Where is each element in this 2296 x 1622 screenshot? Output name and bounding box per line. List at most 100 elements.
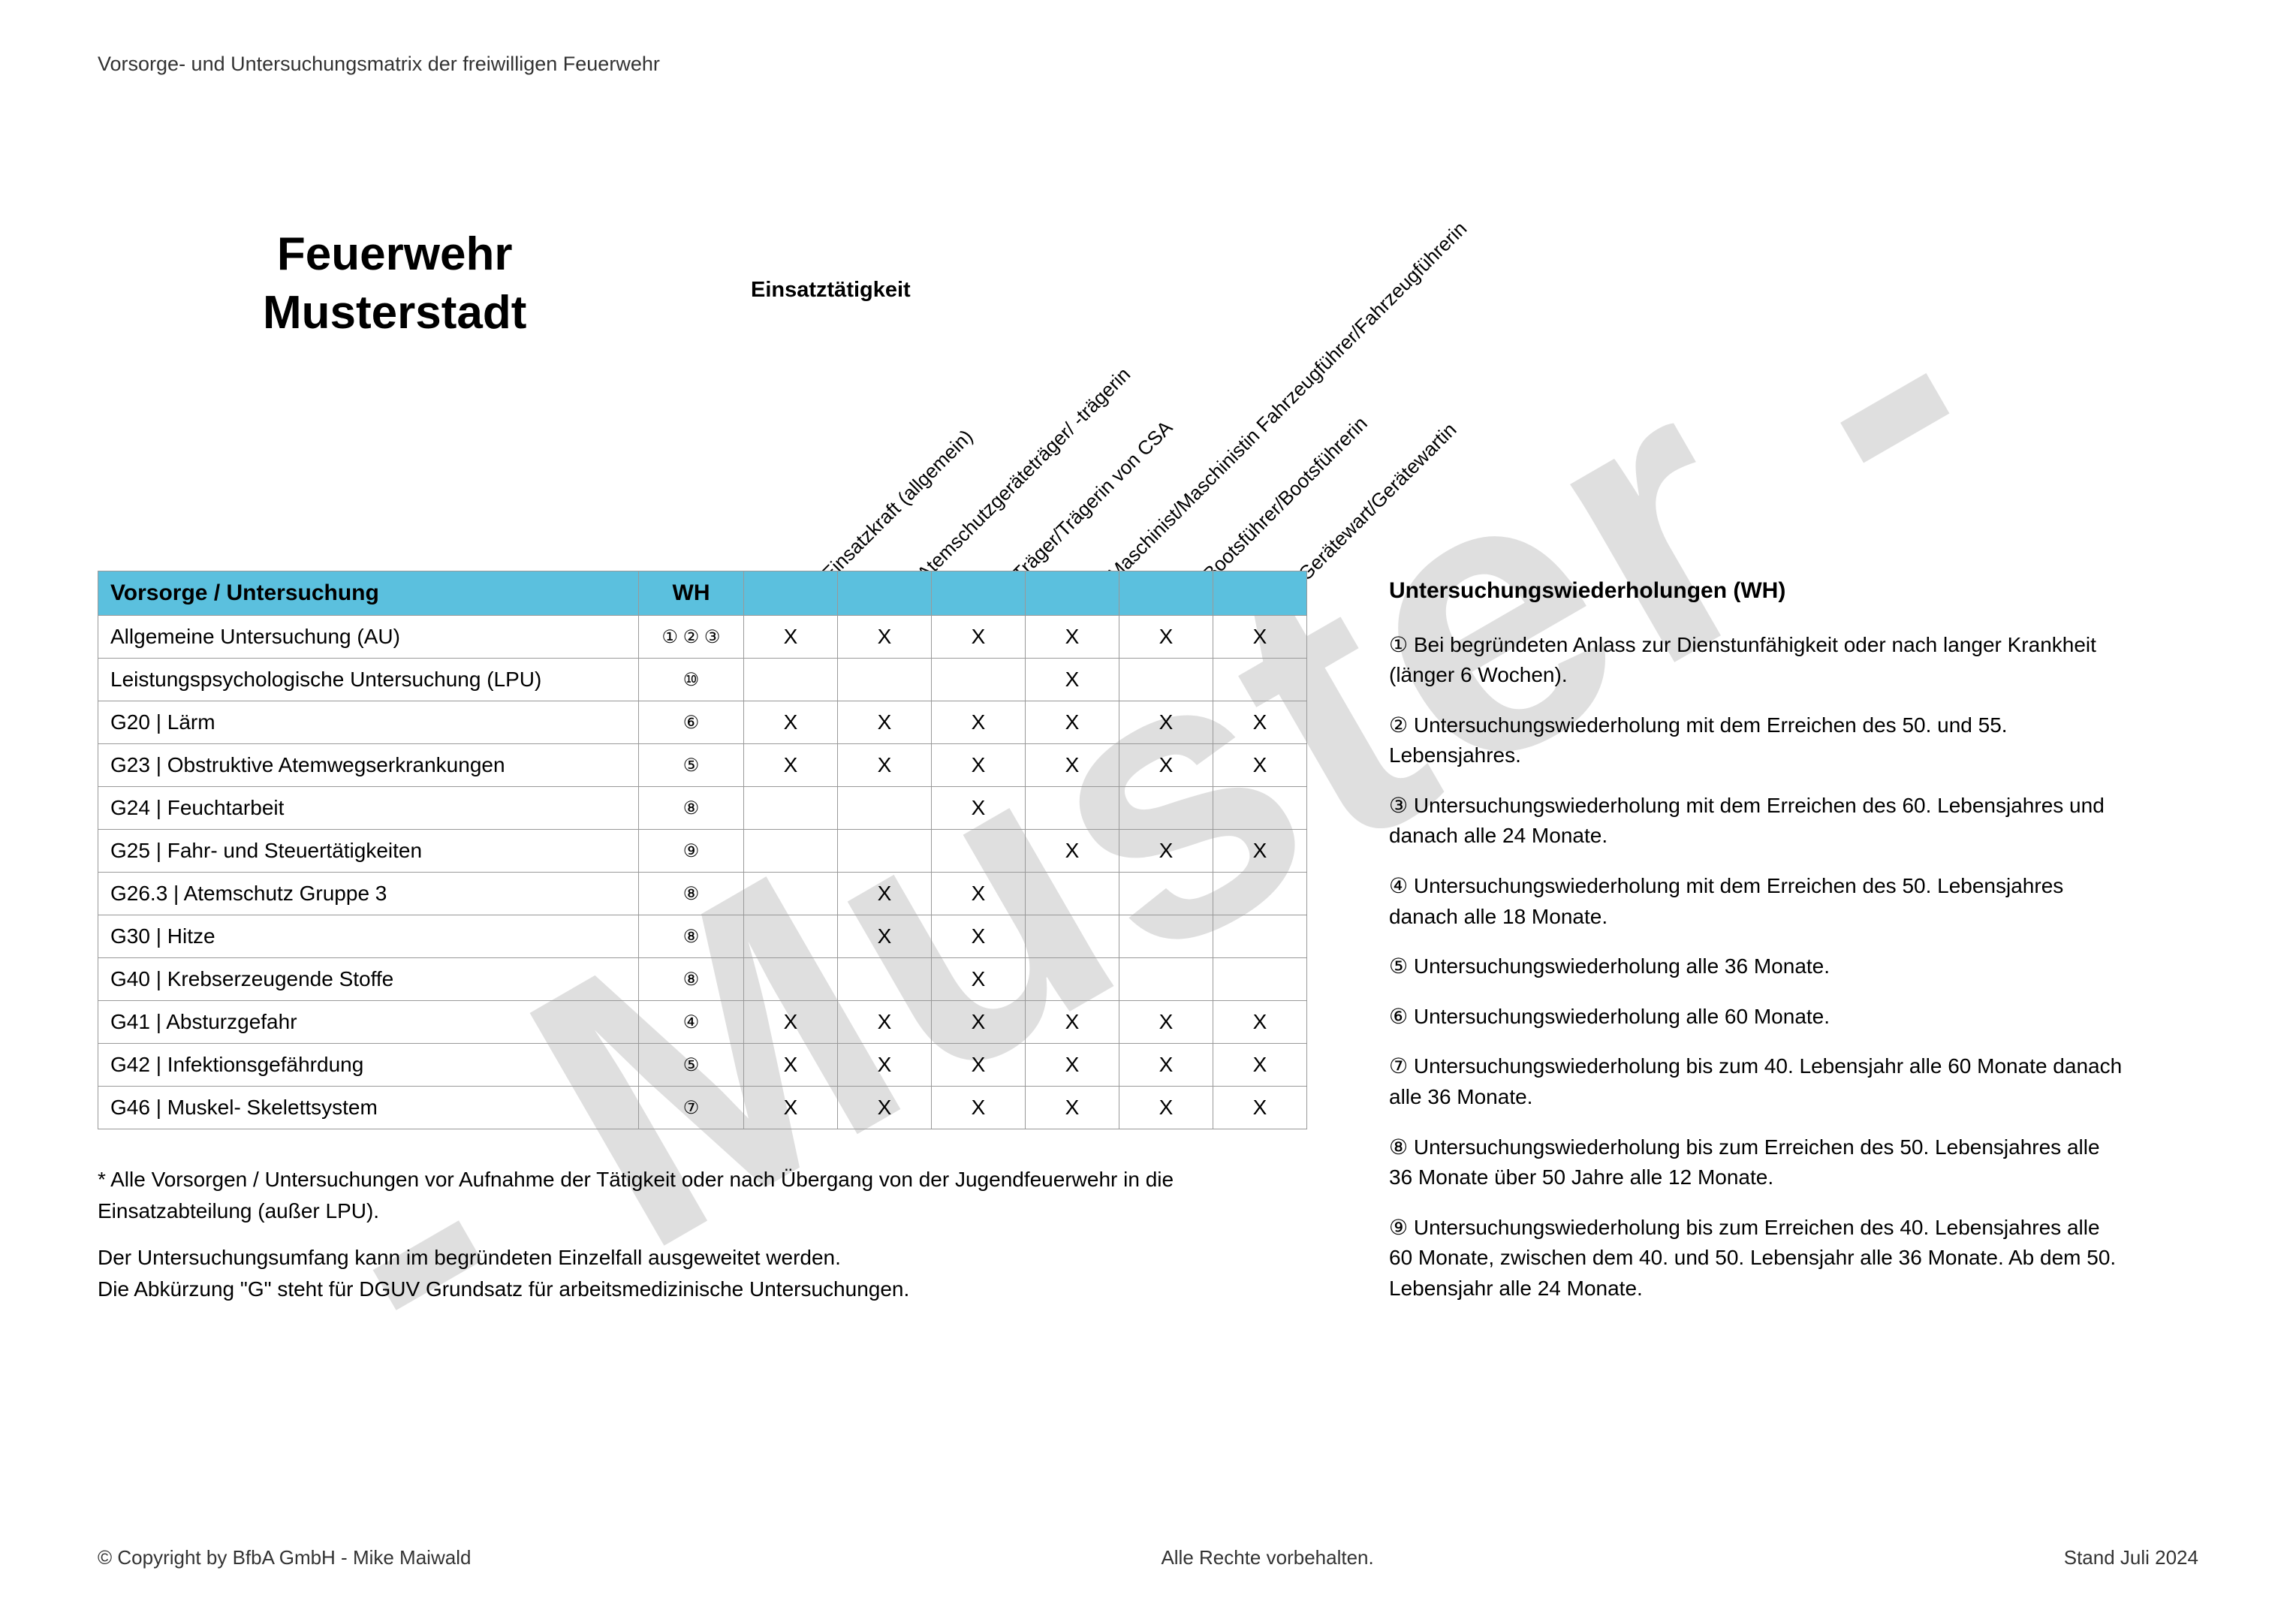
matrix-table: Vorsorge / Untersuchung WH Allgemeine Un…	[98, 571, 1307, 1129]
diag-header-0: Einsatzkraft (allgemein)	[817, 425, 978, 586]
col-act-5	[1213, 571, 1307, 616]
row-mark: X	[1119, 744, 1213, 787]
diag-header-2: Träger/Trägerin von CSA	[1008, 416, 1177, 586]
row-mark: X	[1213, 744, 1307, 787]
table-row: Allgemeine Untersuchung (AU)① ② ③XXXXXX	[98, 616, 1307, 659]
wh-item: ⑦ Untersuchungswiederholung bis zum 40. …	[1389, 1051, 2125, 1112]
row-wh: ⑩	[639, 659, 744, 701]
row-mark	[1213, 915, 1307, 958]
row-mark: X	[1119, 701, 1213, 744]
row-name: G46 | Muskel- Skelettsystem	[98, 1087, 639, 1129]
row-name: G26.3 | Atemschutz Gruppe 3	[98, 873, 639, 915]
wh-panel: Untersuchungswiederholungen (WH) ① Bei b…	[1389, 574, 2125, 1324]
wh-item: ③ Untersuchungswiederholung mit dem Erre…	[1389, 791, 2125, 852]
row-mark	[838, 958, 932, 1001]
col-act-2	[932, 571, 1026, 616]
row-mark	[838, 659, 932, 701]
row-mark	[1119, 958, 1213, 1001]
row-mark: X	[838, 701, 932, 744]
footnote-extra1: Der Untersuchungsumfang kann im begründe…	[98, 1246, 841, 1269]
table-header-label: Vorsorge / Untersuchung	[98, 571, 639, 616]
row-mark	[1213, 873, 1307, 915]
table-row: G46 | Muskel- Skelettsystem⑦XXXXXX	[98, 1087, 1307, 1129]
row-wh: ④	[639, 1001, 744, 1044]
row-mark	[1119, 659, 1213, 701]
footer: © Copyright by BfbA GmbH - Mike Maiwald …	[98, 1546, 2198, 1569]
row-mark	[744, 830, 838, 873]
diag-header-3: Maschinist/Maschinistin Fahrzeugführer/F…	[1103, 217, 1472, 586]
row-mark	[1119, 787, 1213, 830]
wh-item: ② Untersuchungswiederholung mit dem Erre…	[1389, 710, 2125, 771]
row-mark: X	[744, 1087, 838, 1129]
row-mark	[1119, 873, 1213, 915]
row-mark: X	[838, 744, 932, 787]
row-mark: X	[932, 1087, 1026, 1129]
row-wh: ⑧	[639, 915, 744, 958]
row-mark	[744, 873, 838, 915]
table-row: G20 | Lärm⑥XXXXXX	[98, 701, 1307, 744]
col-act-0	[744, 571, 838, 616]
row-wh: ⑨	[639, 830, 744, 873]
row-mark: X	[838, 915, 932, 958]
row-mark: X	[838, 1001, 932, 1044]
row-mark: X	[1213, 830, 1307, 873]
row-mark	[1026, 787, 1119, 830]
row-mark	[932, 830, 1026, 873]
wh-item: ⑨ Untersuchungswiederholung bis zum Erre…	[1389, 1213, 2125, 1304]
wh-item: ⑥ Untersuchungswiederholung alle 60 Mona…	[1389, 1002, 2125, 1033]
row-wh: ⑤	[639, 1044, 744, 1087]
footnotes: * Alle Vorsorgen / Untersuchungen vor Au…	[98, 1164, 1299, 1320]
diagonal-headers: Einsatzkraft (allgemein)Atemschutzgeräte…	[811, 300, 1487, 586]
activity-label: Einsatztätigkeit	[751, 278, 911, 303]
row-mark	[1026, 915, 1119, 958]
wh-item: ④ Untersuchungswiederholung mit dem Erre…	[1389, 871, 2125, 932]
table-wh-label: WH	[639, 571, 744, 616]
table-row: G23 | Obstruktive Atemwegserkrankungen⑤X…	[98, 744, 1307, 787]
row-mark: X	[932, 1001, 1026, 1044]
wh-panel-title: Untersuchungswiederholungen (WH)	[1389, 574, 2125, 607]
row-wh: ① ② ③	[639, 616, 744, 659]
row-mark: X	[932, 915, 1026, 958]
wh-item: ⑤ Untersuchungswiederholung alle 36 Mona…	[1389, 951, 2125, 982]
row-mark: X	[744, 701, 838, 744]
footnote-star: * Alle Vorsorgen / Untersuchungen vor Au…	[98, 1164, 1299, 1227]
row-mark: X	[838, 873, 932, 915]
row-mark: X	[1026, 744, 1119, 787]
title-line1: Feuerwehr	[277, 228, 513, 280]
row-mark: X	[744, 1001, 838, 1044]
row-mark	[1213, 787, 1307, 830]
row-mark: X	[1026, 1044, 1119, 1087]
row-wh: ⑧	[639, 787, 744, 830]
row-mark: X	[932, 1044, 1026, 1087]
row-wh: ⑦	[639, 1087, 744, 1129]
row-mark: X	[932, 787, 1026, 830]
row-name: G25 | Fahr- und Steuertätigkeiten	[98, 830, 639, 873]
row-mark	[838, 787, 932, 830]
row-mark: X	[1119, 1087, 1213, 1129]
row-mark: X	[838, 616, 932, 659]
row-name: Leistungspsychologische Untersuchung (LP…	[98, 659, 639, 701]
row-name: G40 | Krebserzeugende Stoffe	[98, 958, 639, 1001]
row-mark	[744, 958, 838, 1001]
table-row: G26.3 | Atemschutz Gruppe 3⑧XX	[98, 873, 1307, 915]
row-wh: ⑥	[639, 701, 744, 744]
diag-header-4: Bootsführer/Bootsführerin	[1198, 412, 1372, 586]
table-row: Leistungspsychologische Untersuchung (LP…	[98, 659, 1307, 701]
row-name: G23 | Obstruktive Atemwegserkrankungen	[98, 744, 639, 787]
title-line2: Musterstadt	[263, 287, 526, 339]
row-mark: X	[1213, 1044, 1307, 1087]
row-mark: X	[1213, 701, 1307, 744]
row-mark: X	[1026, 1001, 1119, 1044]
row-mark: X	[932, 873, 1026, 915]
row-mark: X	[1026, 1087, 1119, 1129]
table-row: G25 | Fahr- und Steuertätigkeiten⑨XXX	[98, 830, 1307, 873]
row-name: Allgemeine Untersuchung (AU)	[98, 616, 639, 659]
table-row: G40 | Krebserzeugende Stoffe⑧X	[98, 958, 1307, 1001]
row-mark: X	[1026, 616, 1119, 659]
col-act-1	[838, 571, 932, 616]
row-mark: X	[1119, 1044, 1213, 1087]
row-mark: X	[838, 1044, 932, 1087]
row-mark: X	[1119, 616, 1213, 659]
row-mark: X	[932, 616, 1026, 659]
title-block: Feuerwehr Musterstadt	[263, 225, 526, 342]
